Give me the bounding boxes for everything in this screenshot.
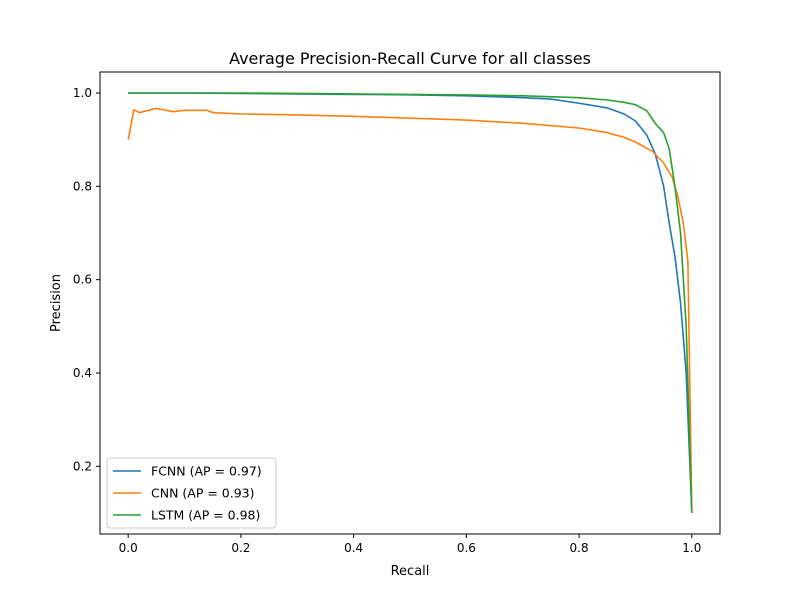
legend-label-1: FCNN (AP = 0.97) — [151, 464, 262, 479]
y-axis-ticks: 0.2 0.4 0.6 0.8 1.0 — [73, 86, 100, 473]
legend: FCNN (AP = 0.97) CNN (AP = 0.93) LSTM (AP … — [106, 457, 277, 529]
x-axis-ticks: 0.0 0.2 0.4 0.6 0.8 1.0 — [119, 534, 701, 555]
plot-lines — [127, 92, 693, 514]
series-line-3 — [128, 92, 693, 514]
chart-title: Average Precision-Recall Curve for all c… — [229, 49, 591, 68]
series-line-1 — [128, 92, 693, 514]
x-tick-label: 0.8 — [570, 541, 589, 555]
y-tick-label: 0.8 — [73, 179, 92, 193]
series-line-2 — [127, 107, 693, 514]
y-tick-label: 1.0 — [73, 86, 92, 100]
y-tick-label: 0.2 — [73, 459, 92, 473]
legend-box — [106, 457, 277, 529]
legend-label-3: LSTM (AP = 0.98) — [151, 508, 260, 523]
x-tick-label: 0.2 — [231, 541, 250, 555]
plot-frame — [99, 71, 721, 535]
legend-label-2: CNN (AP = 0.93) — [151, 486, 255, 501]
x-tick-label: 0.0 — [119, 541, 138, 555]
x-tick-label: 1.0 — [682, 541, 701, 555]
y-tick-label: 0.4 — [73, 366, 92, 380]
x-tick-label: 0.4 — [344, 541, 363, 555]
x-axis-label: Recall — [391, 564, 430, 579]
y-axis-label: Precision — [49, 274, 64, 332]
x-tick-label: 0.6 — [457, 541, 476, 555]
y-tick-label: 0.6 — [73, 273, 92, 287]
